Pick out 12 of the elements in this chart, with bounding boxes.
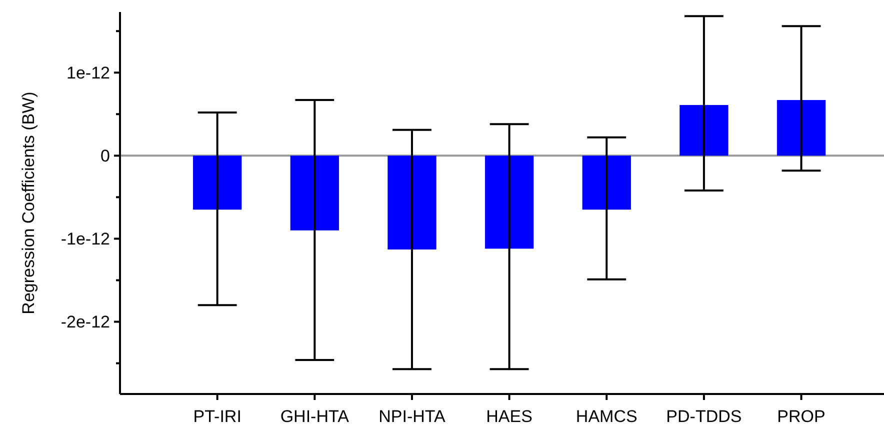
y-tick-label: -1e-12 (60, 230, 110, 249)
y-axis-title: Regression Coefficients (BW) (19, 92, 38, 314)
y-tick-label: -2e-12 (60, 312, 110, 332)
x-tick-label: GHI-HTA (280, 407, 350, 426)
x-tick-label: HAES (486, 407, 532, 426)
x-tick-label: NPI-HTA (378, 407, 446, 426)
x-tick-label: PROP (777, 407, 826, 426)
x-tick-label: PT-IRI (193, 407, 242, 426)
y-tick-label: 1e-12 (66, 64, 110, 83)
x-tick-label: PD-TDDS (666, 407, 742, 426)
y-tick-label: 0 (100, 146, 110, 166)
x-tick-label: HAMCS (576, 407, 638, 426)
